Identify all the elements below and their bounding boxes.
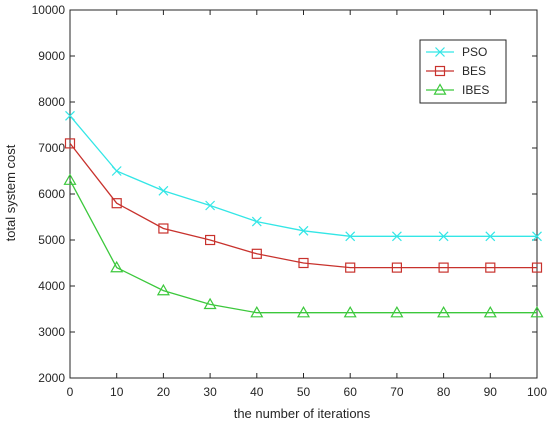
series-bes-point — [438, 262, 449, 273]
series-pso-point-stroke-b — [111, 166, 122, 176]
series-layer — [63, 110, 544, 318]
y-tick-label: 4000 — [38, 279, 65, 293]
series-pso-point — [65, 110, 75, 121]
series-pso-point — [345, 231, 356, 242]
series-ibes-point — [437, 305, 451, 318]
series-pso — [65, 110, 542, 242]
x-tick-label: 80 — [437, 385, 451, 399]
series-pso-point — [205, 200, 216, 211]
series-ibes-line — [69, 179, 537, 314]
series-bes-point — [391, 262, 402, 273]
series-ibes-point — [390, 305, 404, 318]
series-pso-point-stroke-b — [485, 231, 496, 242]
series-bes-point — [251, 248, 262, 259]
x-tick-label: 0 — [67, 385, 74, 399]
series-ibes-point — [203, 297, 217, 310]
series-pso-point-stroke-b — [391, 231, 402, 242]
series-ibes-point — [530, 305, 544, 318]
series-pso-point-stroke-b — [532, 231, 542, 242]
series-ibes-point — [110, 260, 124, 273]
series-bes-line — [69, 142, 537, 269]
x-tick-label: 60 — [344, 385, 358, 399]
legend-swatch-marker — [434, 65, 446, 77]
y-axis-label: total system cost — [3, 144, 18, 241]
legend-label-pso: PSO — [462, 45, 487, 59]
y-tick-label: 5000 — [38, 233, 65, 247]
y-tick-label: 9000 — [38, 49, 65, 63]
x-tick-label: 50 — [297, 385, 311, 399]
series-pso-point — [485, 231, 496, 242]
legend-item-ibes: IBES — [426, 83, 489, 97]
legend-item-bes: BES — [426, 64, 486, 78]
series-pso-point-stroke-b — [298, 225, 309, 236]
x-tick-label: 10 — [110, 385, 124, 399]
series-bes — [64, 138, 543, 273]
series-pso-point-stroke-b — [158, 185, 169, 196]
series-ibes-point — [343, 305, 357, 318]
y-tick-label: 3000 — [38, 325, 65, 339]
series-ibes-point — [156, 283, 170, 296]
series-pso-point — [532, 231, 542, 242]
x-tick-label: 30 — [203, 385, 217, 399]
series-pso-point — [111, 166, 122, 176]
x-axis-label: the number of iterations — [234, 406, 371, 421]
series-pso-point — [158, 185, 169, 196]
legend-swatch-marker — [435, 47, 445, 57]
x-tick-label: 100 — [527, 385, 547, 399]
series-bes-point — [205, 234, 216, 246]
series-bes-point — [111, 198, 122, 209]
x-axis-ticks: 0 10 20 30 40 50 60 70 80 90 100 — [67, 10, 547, 399]
series-bes-point — [531, 262, 543, 273]
series-pso-point-stroke-b — [251, 216, 262, 227]
y-tick-label: 8000 — [38, 95, 65, 109]
series-pso-point — [251, 216, 262, 227]
series-bes-point — [64, 138, 76, 149]
series-pso-point — [391, 231, 402, 242]
x-tick-label: 40 — [250, 385, 264, 399]
legend-swatch-marker-stroke-b — [435, 47, 445, 57]
x-tick-label: 70 — [390, 385, 404, 399]
series-pso-point — [438, 231, 449, 242]
series-bes-point — [298, 257, 309, 269]
series-ibes-point — [250, 305, 264, 318]
series-bes-point — [158, 223, 169, 234]
series-pso-point-stroke-b — [65, 110, 75, 121]
legend-item-pso: PSO — [426, 45, 487, 59]
series-ibes-point — [296, 305, 311, 318]
series-ibes-point — [63, 173, 77, 185]
series-ibes-point — [483, 305, 497, 318]
legend-swatch-marker — [433, 83, 447, 95]
legend-label-ibes: IBES — [462, 83, 489, 97]
series-pso-point — [298, 225, 309, 236]
series-bes-point — [485, 262, 496, 273]
y-tick-label: 7000 — [38, 141, 65, 155]
series-pso-point-stroke-b — [345, 231, 356, 242]
x-tick-label: 20 — [157, 385, 171, 399]
y-tick-label: 6000 — [38, 187, 65, 201]
y-tick-label: 10000 — [32, 3, 66, 17]
legend: PSO BES IBES — [419, 39, 507, 104]
x-tick-label: 90 — [484, 385, 498, 399]
y-tick-label: 2000 — [38, 371, 65, 385]
series-bes-point — [345, 262, 356, 273]
series-pso-point-stroke-b — [438, 231, 449, 242]
legend-label-bes: BES — [462, 64, 486, 78]
series-ibes — [63, 173, 544, 318]
series-pso-point-stroke-b — [205, 200, 216, 211]
